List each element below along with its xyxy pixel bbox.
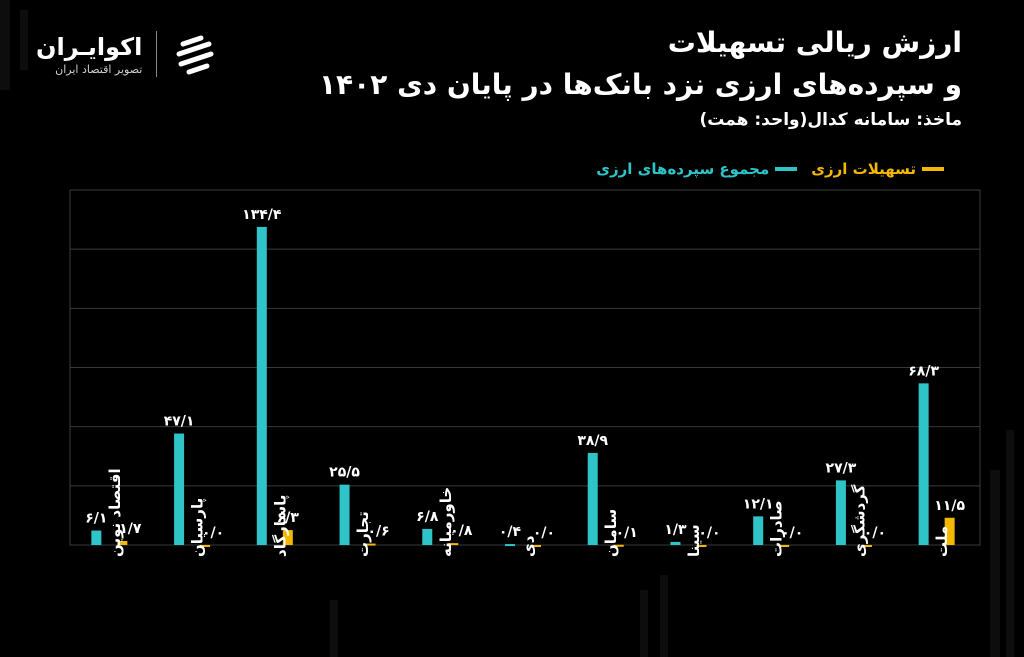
bar-deposits	[422, 528, 433, 545]
bar-deposits	[587, 452, 598, 545]
data-label-loans: ۰/۶	[367, 524, 389, 540]
data-label-loans: ۰/۱	[616, 525, 638, 541]
data-label-deposits: ۶/۱	[85, 511, 107, 527]
bar-deposits	[918, 383, 929, 545]
logo-tagline: تصویر اقتصاد ایران	[55, 62, 143, 76]
category-label: گردشگری	[850, 484, 868, 557]
bar-loans	[365, 543, 376, 546]
bar-loans	[117, 540, 128, 545]
legend-swatch-deposits	[775, 167, 798, 171]
data-label-deposits: ۶۸/۳	[908, 363, 939, 379]
bar-loans	[282, 530, 293, 545]
bar-loans	[944, 517, 955, 545]
bar-loans	[696, 545, 707, 547]
category-label: صادرات	[768, 500, 786, 557]
bar-deposits	[174, 433, 185, 545]
bar-deposits	[505, 544, 515, 547]
data-label-deposits: ۱۳۴/۴	[242, 207, 282, 223]
data-label-loans: ۰/۰	[698, 525, 720, 541]
category-label: دی	[520, 535, 538, 557]
category-label: تجارت	[354, 511, 372, 557]
bar-deposits	[91, 530, 102, 545]
category-label: پاسارگاد	[271, 495, 290, 557]
data-label-deposits: ۴۷/۱	[164, 414, 195, 430]
chart-source: ماخذ: سامانه کدال(واحد: همت)	[699, 110, 962, 130]
logo-name: اکوایـران	[36, 32, 143, 61]
bar-loans	[613, 544, 624, 547]
bar-loans	[861, 545, 872, 547]
bar-deposits	[753, 516, 764, 545]
brand-logo: اکوایـران تصویر اقتصاد ایران	[36, 30, 219, 78]
bar-deposits	[835, 480, 846, 545]
legend-swatch-loans	[922, 167, 944, 171]
chart-legend: تسهیلات ارزی مجموع سپرده‌های ارزی	[596, 160, 944, 178]
data-label-deposits: ۰/۴	[499, 524, 522, 540]
data-label-loans: ۰/۰	[202, 525, 224, 541]
legend-label-deposits: مجموع سپرده‌های ارزی	[596, 160, 770, 178]
data-label-deposits: ۱/۳	[664, 522, 687, 538]
chart-title-line2: و سپرده‌های ارزی نزد بانک‌ها در پایان دی…	[318, 68, 962, 101]
bar-loans	[779, 545, 790, 547]
data-label-deposits: ۲۵/۵	[329, 465, 360, 481]
category-label: ملت	[933, 526, 951, 557]
data-label-deposits: ۶/۸	[416, 509, 439, 525]
data-label-loans: ۰/۰	[533, 525, 555, 541]
data-label-loans: ۰/۸	[450, 523, 473, 539]
legend-item-loans: تسهیلات ارزی	[811, 160, 944, 178]
bar-loans	[531, 545, 541, 547]
legend-label-loans: تسهیلات ارزی	[811, 160, 916, 178]
category-label: سامان	[602, 509, 620, 557]
bar-deposits	[256, 226, 267, 546]
data-label-loans: ۱۱/۵	[934, 498, 965, 514]
bar-loans	[200, 545, 211, 547]
title-block: ارزش ریالی تسهیلات و سپرده‌های ارزی نزد …	[319, 22, 962, 130]
data-label-loans: ۱/۷	[119, 521, 142, 537]
chart-title-line1: ارزش ریالی تسهیلات	[667, 26, 962, 59]
category-label: پارسیان	[189, 498, 208, 557]
logo-mark-icon	[176, 35, 214, 75]
category-label: اقتصاد نوین	[106, 468, 124, 557]
category-label: خاورمیانه	[437, 487, 455, 557]
data-label-deposits: ۲۷/۳	[826, 460, 857, 476]
data-label-deposits: ۱۲/۱	[743, 496, 774, 512]
logo-divider	[156, 31, 158, 77]
legend-item-deposits: مجموع سپرده‌های ارزی	[596, 160, 798, 178]
bar-deposits	[339, 484, 350, 545]
category-label: سینا	[685, 524, 703, 557]
data-label-loans: ۰/۰	[864, 525, 886, 541]
data-label-deposits: ۳۸/۹	[577, 433, 608, 449]
bar-loans	[448, 543, 459, 546]
data-label-loans: ۰/۰	[781, 525, 803, 541]
bar-deposits	[670, 541, 681, 545]
data-label-loans: ۶/۳	[277, 510, 300, 526]
